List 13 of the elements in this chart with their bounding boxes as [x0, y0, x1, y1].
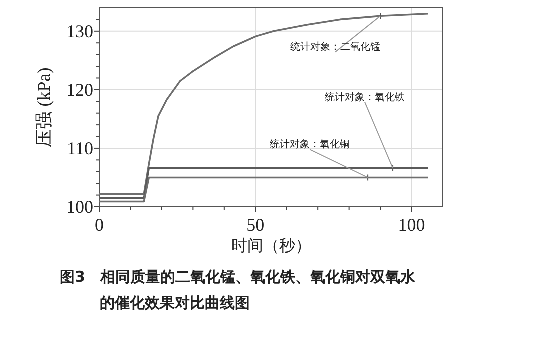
annotation: 统计对象：氧化铁 — [325, 91, 406, 104]
x-tick-label: 0 — [95, 215, 104, 235]
x-axis-title: 时间（秒） — [231, 237, 312, 255]
y-tick-label: 110 — [67, 138, 94, 158]
y-axis-title: 压强 (kPa) — [34, 68, 54, 148]
x-tick-label: 50 — [246, 215, 265, 235]
y-tick-label: 100 — [66, 197, 94, 217]
caption: 图3 相同质量的二氧化锰、氧化铁、氧化铜对双氧水的催化效果对比曲线图 — [60, 267, 416, 314]
annotation: 统计对象：氧化铜 — [270, 138, 350, 151]
x-tick-label: 100 — [398, 215, 426, 235]
y-tick-label: 130 — [66, 21, 94, 42]
y-tick-label: 120 — [66, 80, 94, 100]
annotation: 统计对象：二氧化锰 — [290, 41, 381, 54]
